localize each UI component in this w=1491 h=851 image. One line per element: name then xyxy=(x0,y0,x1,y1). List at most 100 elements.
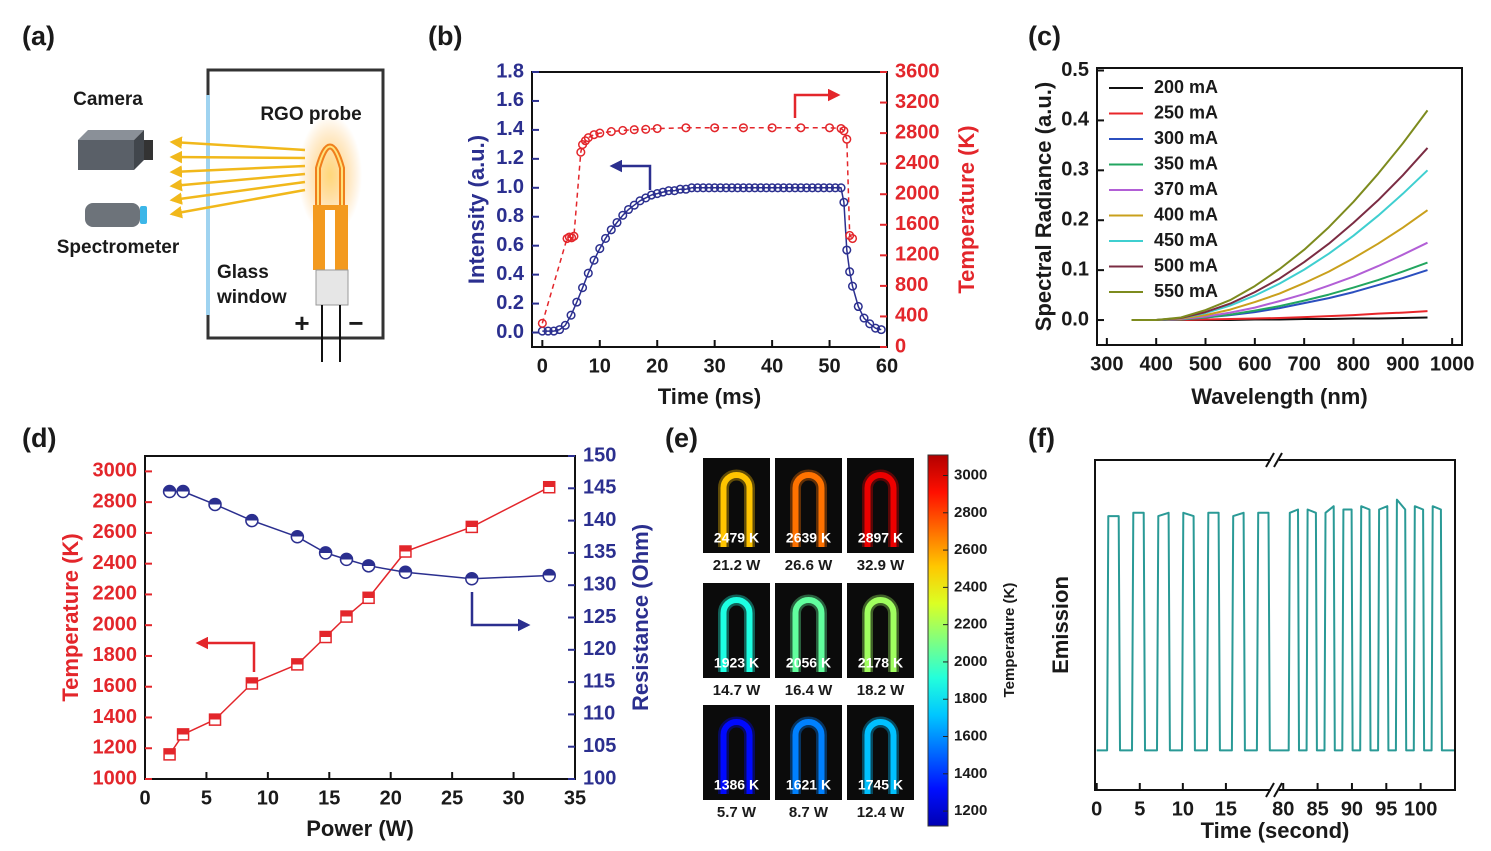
marker xyxy=(618,125,628,135)
series-line xyxy=(168,486,550,755)
x-tick-label: 300 xyxy=(1090,353,1123,375)
marker xyxy=(658,187,668,197)
y-tick-label: 1200 xyxy=(93,737,138,759)
marker xyxy=(589,255,599,265)
colorbar-tick-label: 1400 xyxy=(954,765,987,782)
probe-heat xyxy=(792,597,825,672)
marker xyxy=(859,313,869,323)
marker xyxy=(779,183,789,193)
series-line xyxy=(1131,109,1429,321)
marker xyxy=(710,123,720,133)
x-tick-label: 900 xyxy=(1386,353,1419,375)
x-tick-label: 10 xyxy=(1172,798,1194,820)
marker xyxy=(698,183,708,193)
marker xyxy=(652,189,662,199)
marker xyxy=(853,301,863,312)
x-tick-label: 20 xyxy=(380,787,402,809)
series-line xyxy=(169,490,550,580)
marker xyxy=(595,244,605,254)
temperature-label: 2897 K xyxy=(858,530,903,546)
y-axis-label: Intensity (a.u.) xyxy=(464,135,489,284)
marker xyxy=(398,565,413,580)
marker xyxy=(560,320,570,330)
y-tick-label: 2800 xyxy=(93,490,138,512)
legend-label: 500 mA xyxy=(1154,255,1218,275)
legend-label: 250 mA xyxy=(1154,102,1218,122)
temperature-label: 1621 K xyxy=(786,777,831,793)
marker xyxy=(361,559,376,573)
y-axis-label: Spectral Radiance (a.u.) xyxy=(1031,82,1056,331)
y-tick-label: 0.0 xyxy=(496,321,524,343)
x-tick-label: 400 xyxy=(1140,353,1173,375)
y-tick-label: 0.5 xyxy=(1061,59,1089,81)
x-tick-label: 90 xyxy=(1341,798,1363,820)
marker xyxy=(807,183,817,193)
marker xyxy=(542,568,556,583)
marker xyxy=(600,233,611,243)
marker xyxy=(830,183,840,193)
probe-heat xyxy=(792,719,825,794)
panel-label: (d) xyxy=(22,423,56,453)
marker xyxy=(606,225,616,235)
y-tick-label: 3000 xyxy=(93,460,138,482)
colorbar-tick-label: 2200 xyxy=(954,616,987,633)
marker xyxy=(681,184,691,194)
y2-tick-label: 400 xyxy=(895,305,928,327)
axis-arrow xyxy=(793,88,841,118)
legend-label: 350 mA xyxy=(1154,153,1218,173)
marker xyxy=(767,123,777,133)
x-axis-label: Power (W) xyxy=(306,816,414,841)
panel-a: (a) Camera RGO probe Spectrometer Glass … xyxy=(22,21,385,362)
y2-tick-label: 105 xyxy=(583,735,616,757)
power-label: 8.7 W xyxy=(789,804,829,821)
x-axis-label: Wavelength (nm) xyxy=(1191,384,1367,409)
marker xyxy=(399,545,412,558)
plot-frame xyxy=(531,71,888,348)
legend-label: 200 mA xyxy=(1154,77,1218,97)
y-tick-label: 0.3 xyxy=(1061,159,1089,181)
marker xyxy=(629,200,639,210)
marker xyxy=(572,297,582,307)
marker xyxy=(796,123,806,133)
power-label: 32.9 W xyxy=(857,557,905,574)
y-tick-label: 0.0 xyxy=(1061,308,1089,330)
marker xyxy=(750,183,760,193)
colorbar-tick-label: 1800 xyxy=(954,690,987,707)
marker xyxy=(876,325,886,335)
spectrometer-lens xyxy=(140,206,147,224)
marker xyxy=(802,183,812,193)
temperature-label: 2178 K xyxy=(858,655,903,671)
probe-holder-gap xyxy=(325,210,335,270)
minus-sign: − xyxy=(348,308,363,338)
marker xyxy=(721,183,731,193)
y2-tick-label: 3200 xyxy=(895,91,940,113)
marker xyxy=(543,326,553,336)
y2-tick-label: 130 xyxy=(583,573,616,595)
y-tick-label: 1.4 xyxy=(496,118,525,140)
marker xyxy=(612,217,622,228)
y2-axis-label: Resistance (Ohm) xyxy=(628,524,653,711)
x-tick-label: 60 xyxy=(876,355,898,377)
marker xyxy=(692,183,702,193)
axis-break xyxy=(1265,452,1275,468)
marker xyxy=(681,123,691,133)
marker xyxy=(641,124,651,134)
axis-break xyxy=(1273,452,1283,468)
marker xyxy=(727,183,737,193)
marker xyxy=(618,210,628,220)
x-tick-label: 0 xyxy=(537,355,548,377)
x-tick-label: 15 xyxy=(318,787,340,809)
x-tick-label: 30 xyxy=(502,787,524,809)
probe-heat xyxy=(864,597,897,672)
probe-heat xyxy=(864,472,897,547)
probe-base xyxy=(315,269,349,306)
marker xyxy=(589,130,599,140)
probe-heat xyxy=(720,597,753,672)
marker xyxy=(839,197,849,207)
probe-heat xyxy=(720,472,753,547)
x-tick-label: 5 xyxy=(201,787,212,809)
x-tick-label: 15 xyxy=(1215,798,1237,820)
power-label: 12.4 W xyxy=(857,804,905,821)
marker xyxy=(646,190,657,200)
plot-frame xyxy=(1094,459,1456,791)
